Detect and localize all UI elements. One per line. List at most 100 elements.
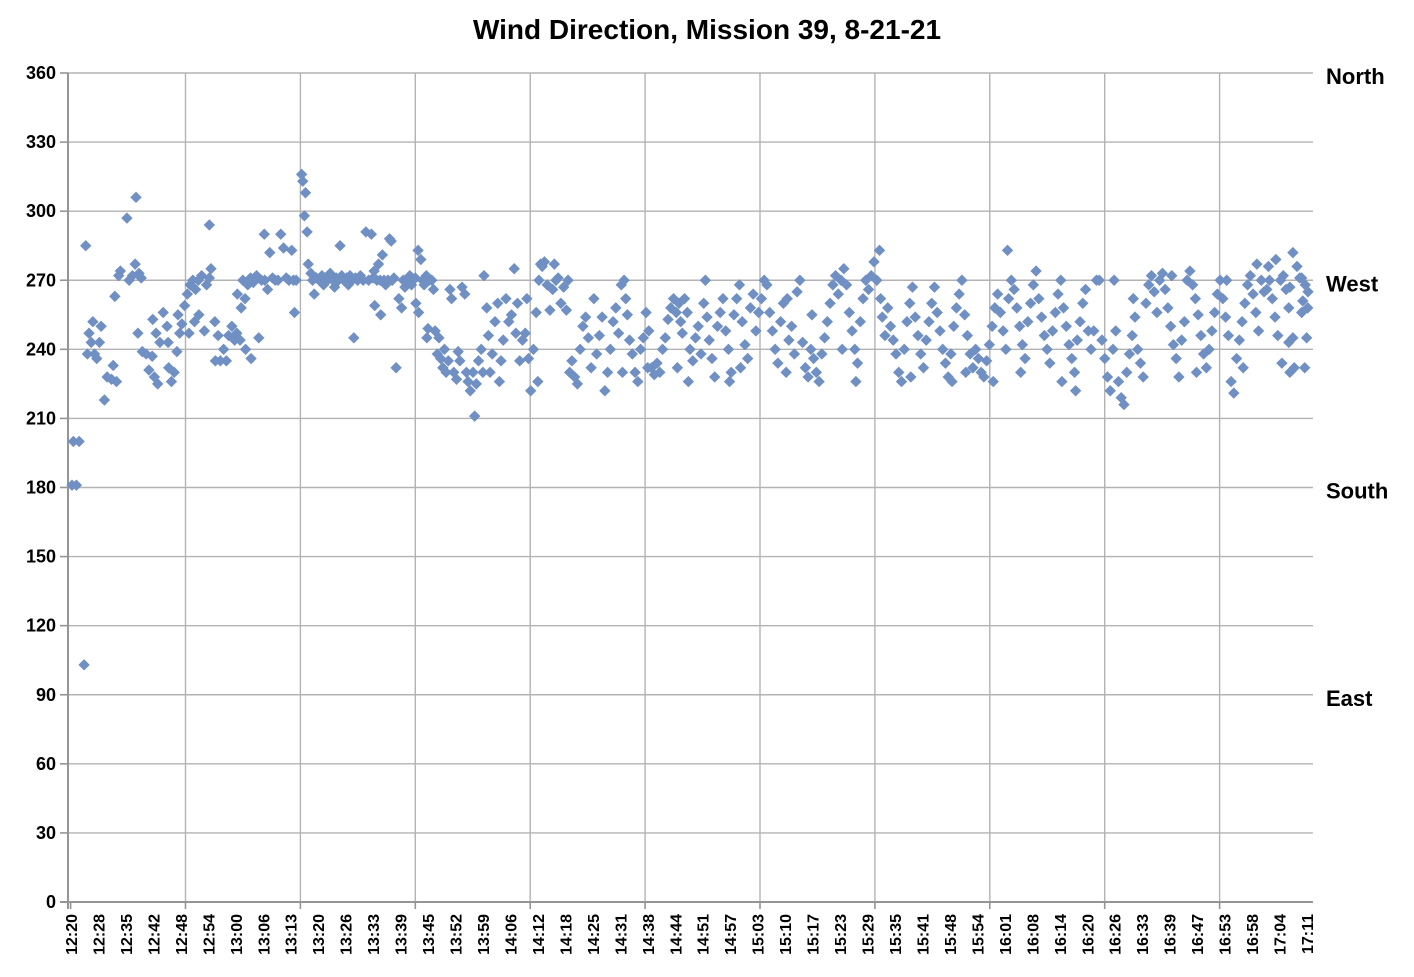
data-point: [1195, 329, 1207, 342]
x-tick-label: 14:44: [668, 914, 685, 955]
data-point: [1151, 306, 1163, 319]
data-point: [109, 290, 121, 303]
data-point: [761, 279, 773, 291]
data-point: [1057, 302, 1070, 314]
data-point: [1222, 329, 1235, 342]
data-point: [763, 306, 776, 319]
data-point: [874, 292, 887, 305]
data-point: [275, 228, 287, 240]
data-point: [706, 352, 718, 365]
data-point: [368, 299, 381, 312]
data-point: [171, 345, 183, 358]
data-point: [1071, 334, 1083, 346]
data-point: [1276, 357, 1288, 369]
data-point: [176, 318, 188, 330]
x-tick-label: 15:35: [888, 914, 905, 955]
data-point: [821, 316, 834, 328]
data-point: [733, 279, 746, 291]
data-point: [1041, 343, 1053, 356]
data-point: [1077, 297, 1089, 309]
data-point: [915, 348, 927, 360]
data-point: [295, 168, 308, 181]
data-point: [544, 304, 556, 316]
x-tick-label: 14:31: [613, 914, 630, 955]
data-point: [482, 329, 495, 342]
data-point: [147, 313, 159, 326]
data-point: [917, 362, 930, 374]
data-point: [162, 336, 174, 349]
data-point: [468, 410, 481, 422]
data-point: [1230, 352, 1243, 365]
data-point: [656, 343, 669, 356]
data-point: [467, 366, 479, 379]
data-point: [857, 292, 869, 305]
data-point: [1200, 362, 1213, 374]
data-point: [1013, 320, 1026, 333]
x-tick-label: 16:08: [1025, 914, 1042, 955]
data-point: [851, 357, 864, 369]
data-point: [1181, 274, 1193, 286]
data-point: [958, 309, 971, 321]
data-point: [692, 320, 704, 333]
x-tick-label: 13:39: [394, 914, 411, 955]
data-point: [912, 329, 924, 342]
data-point: [893, 366, 905, 379]
data-point: [1217, 292, 1229, 305]
data-point: [114, 265, 127, 277]
x-tick-label: 15:23: [833, 914, 850, 955]
data-point: [969, 343, 982, 356]
data-point: [508, 263, 520, 275]
data-point: [1011, 302, 1023, 314]
data-point: [615, 279, 628, 291]
data-point: [1052, 288, 1064, 300]
data-point: [154, 336, 166, 349]
data-point: [1237, 362, 1249, 374]
data-point: [626, 348, 639, 360]
data-point: [1252, 325, 1265, 337]
data-point: [172, 309, 184, 321]
data-point: [788, 348, 801, 360]
data-point: [376, 249, 389, 261]
data-point: [1262, 260, 1275, 273]
data-point: [500, 292, 512, 305]
data-point: [107, 359, 119, 372]
data-point: [571, 378, 584, 390]
data-point: [956, 274, 968, 286]
data-point: [972, 352, 985, 365]
data-point: [934, 325, 946, 337]
data-point: [711, 320, 724, 333]
data-point: [747, 288, 759, 300]
data-point: [1283, 336, 1295, 349]
data-point: [1132, 343, 1144, 356]
data-point: [868, 256, 880, 268]
data-point: [1085, 343, 1097, 356]
data-point: [632, 375, 644, 388]
data-point: [836, 343, 848, 356]
data-point: [460, 366, 473, 379]
x-tick-label: 16:20: [1080, 914, 1097, 955]
data-point: [477, 366, 489, 379]
data-point: [843, 306, 856, 319]
data-point: [574, 343, 586, 356]
x-tick-label: 13:13: [284, 914, 301, 955]
data-point: [452, 345, 464, 358]
data-point: [214, 355, 227, 367]
data-point: [110, 375, 123, 388]
data-point: [1096, 334, 1108, 346]
data-point: [1104, 385, 1116, 397]
data-point: [151, 378, 164, 390]
data-point: [904, 297, 916, 309]
data-point: [1000, 343, 1012, 356]
data-point: [533, 274, 545, 286]
data-point: [365, 228, 378, 240]
data-point: [895, 375, 908, 388]
data-point: [168, 366, 180, 379]
data-point: [1118, 398, 1130, 411]
data-point: [264, 246, 276, 259]
y-tick-label: 330: [26, 132, 56, 152]
data-point: [1233, 334, 1246, 346]
data-point: [157, 306, 169, 319]
x-tick-label: 13:20: [311, 914, 328, 955]
data-point: [95, 320, 107, 333]
data-point: [1299, 279, 1311, 291]
